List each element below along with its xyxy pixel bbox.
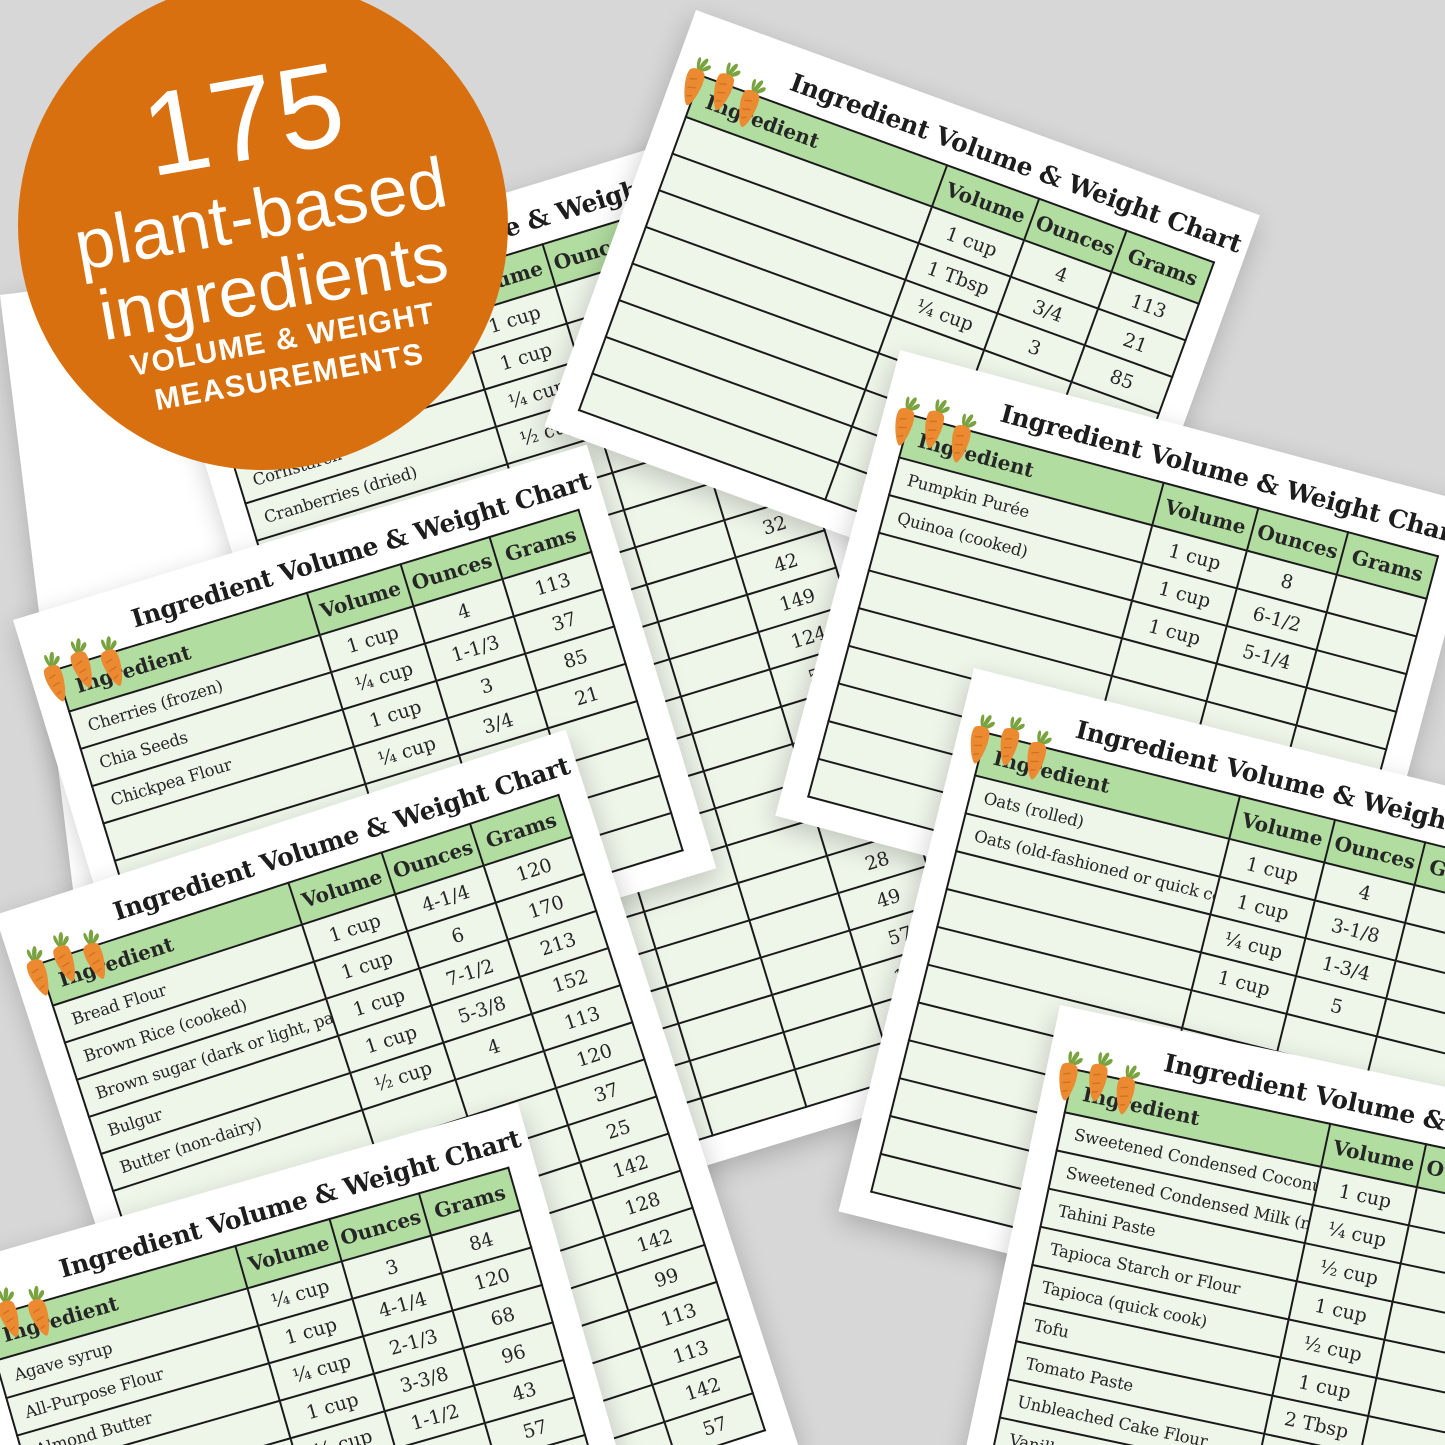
count-badge: 175 plant-based ingredients VOLUME & WEI… [18, 0, 508, 470]
carrot-icon [1053, 1048, 1143, 1118]
badge-text: 175 plant-based ingredients VOLUME & WEI… [48, 28, 478, 427]
carrot-icon [964, 711, 1055, 783]
